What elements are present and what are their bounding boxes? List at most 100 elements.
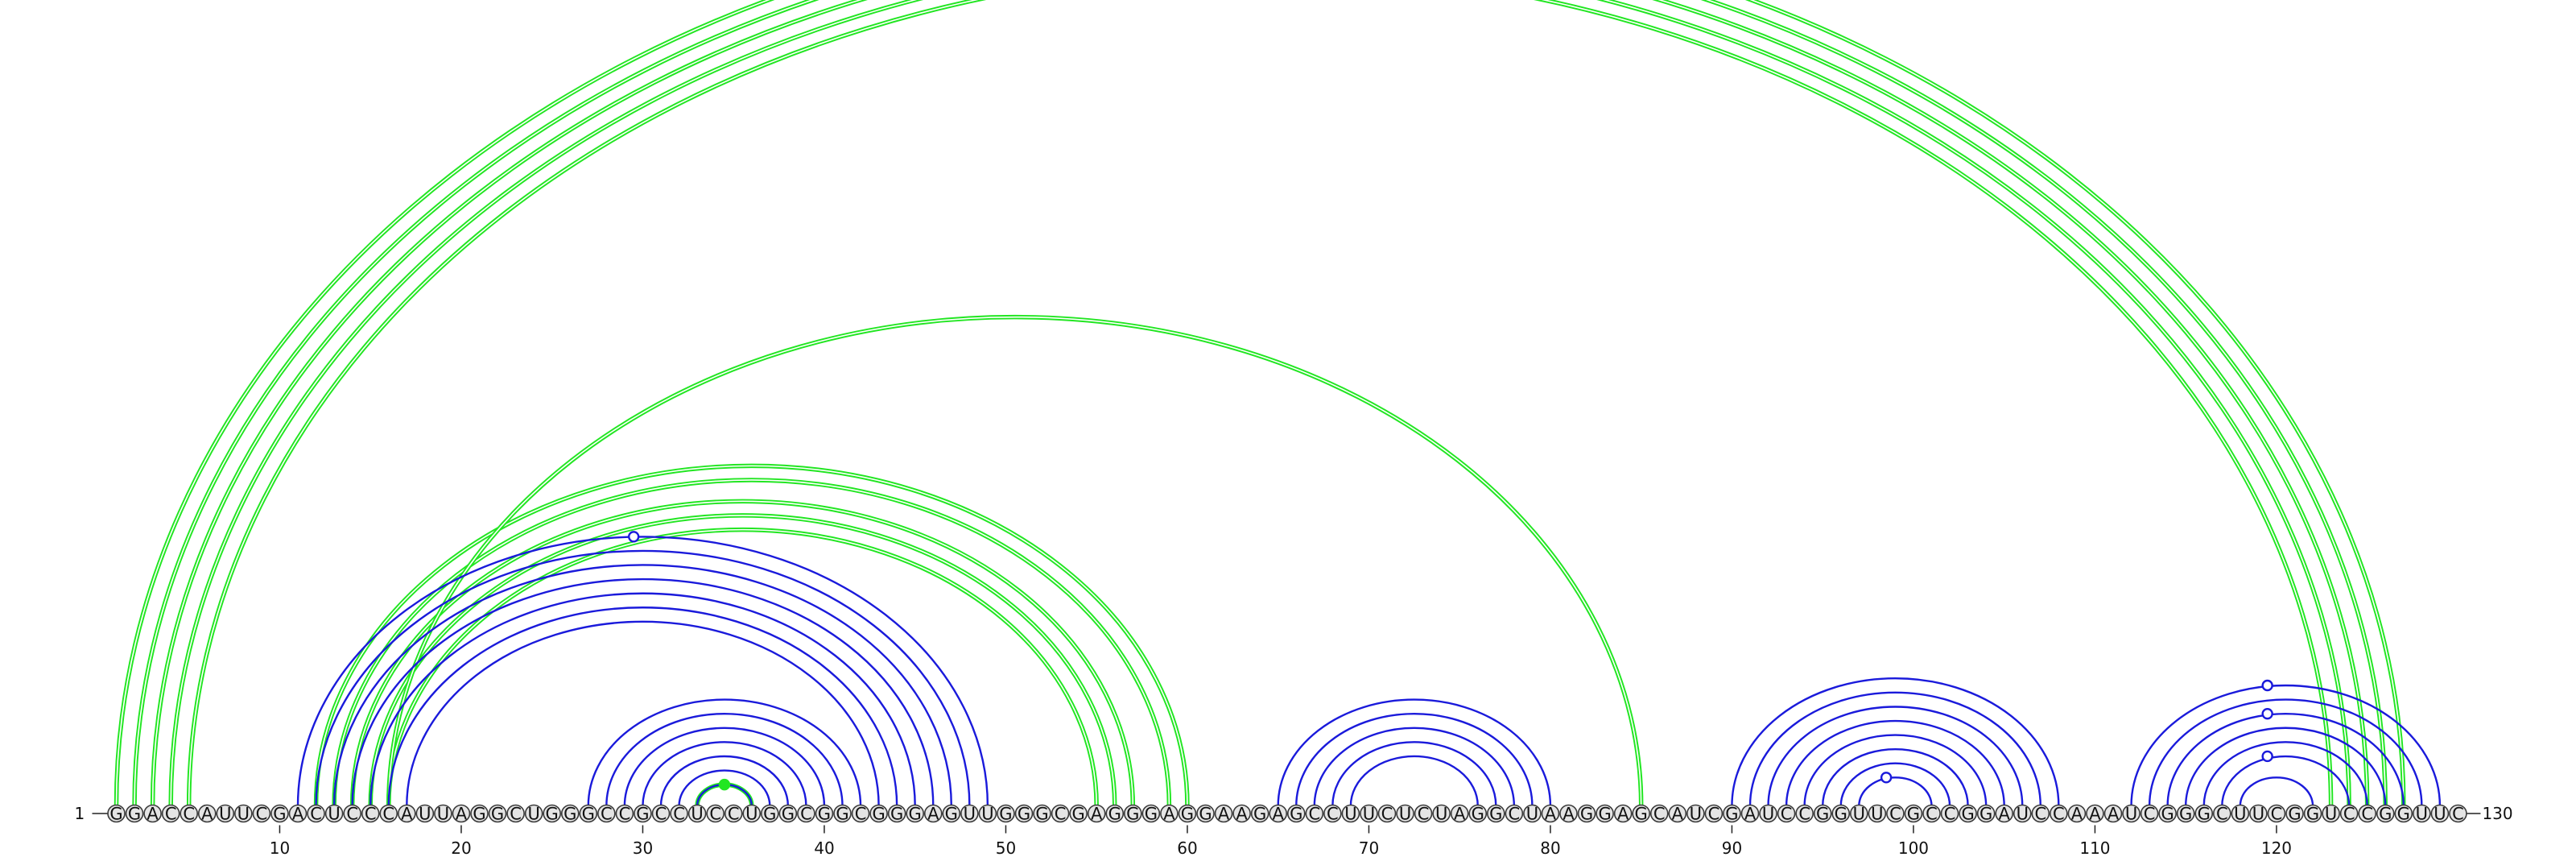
nucleotide-circle [579,804,598,823]
nucleotide: U [324,805,344,824]
nucleotide: C [670,805,688,824]
nucleotide: C [2358,805,2376,824]
nucleotide: G [1468,805,1488,824]
green-arc-outer [186,0,2334,806]
nucleotide-circle [634,804,652,823]
nucleotide-letter: G [1979,805,1992,824]
nucleotide-letter: A [1672,805,1684,824]
nucleotide-letter: C [1055,805,1067,824]
nucleotide-circle [2231,804,2250,823]
nucleotide-letter: C [709,805,721,824]
blue-arc [406,620,880,806]
blue-arc [2185,727,2387,806]
nucleotide-letter: C [1926,805,1938,824]
nucleotide-letter: U [527,805,539,824]
blue-arc [1767,706,2024,806]
nucleotide-letter: G [1126,805,1139,824]
tick-label: 40 [814,838,834,857]
position-ticks: 10 20 30 40 50 60 70 80 90 100 110 120 [270,825,2292,857]
nucleotide-letter: A [401,805,413,824]
nucleotide: U [216,805,235,824]
nucleotide: U [1432,805,1451,824]
nucleotide-circle [270,804,289,823]
nucleotide-letter: G [1725,805,1738,824]
nucleotide-letter: A [927,805,939,824]
nucleotide: A [288,805,308,824]
nucleotide-letter: G [491,805,504,824]
nucleotide: C [1777,805,1796,824]
nucleotide-circle [560,804,580,823]
arc-marker [2261,750,2273,763]
nucleotide-letter: C [619,805,631,824]
nucleotide-circle [1250,804,1269,823]
nucleotide-letter: G [818,805,831,824]
nucleotide: C [1323,805,1342,824]
nucleotide-letter: C [1889,805,1901,824]
arc-marker [718,778,731,791]
nucleotide-letter: A [201,805,213,824]
blue-arc [1349,755,1479,806]
nucleotide: U [234,805,253,824]
nucleotide-circle [2050,804,2068,823]
nucleotide: G [2158,805,2177,824]
nucleotide: A [1214,805,1233,824]
nucleotide: U [434,805,452,824]
nucleotide-circle [2339,804,2359,823]
blue-arc [315,549,971,806]
nucleotide: U [742,805,762,824]
nucleotide-letter: A [2107,805,2120,824]
blue-arc [369,592,916,806]
nucleotide-letter: A [1236,805,1248,824]
nucleotide: G [2285,805,2304,824]
nucleotide: U [1686,805,1705,824]
green-arc-outer [168,0,2351,806]
nucleotide-circle [2449,804,2467,823]
nucleotide-letter: U [1526,805,1538,824]
nucleotide: C [180,805,198,824]
nucleotide: C [361,805,380,824]
nucleotide: U [2249,805,2268,824]
nucleotide: G [1959,805,1977,824]
nucleotide-letter: G [2379,805,2392,824]
nucleotide: G [2176,805,2195,824]
nucleotide-circle [1813,804,1832,823]
nucleotide-circle [960,804,979,823]
nucleotide-circle [1795,804,1814,823]
nucleotide-letter: C [1308,805,1320,824]
nucleotide-letter: U [437,805,449,824]
blue-arc [1277,698,1552,806]
nucleotide-circle [1577,804,1596,823]
nucleotide-letter: G [2179,805,2192,824]
nucleotide: G [2194,805,2214,824]
nucleotide-circle [1922,804,1941,823]
nucleotide: G [2376,805,2395,824]
nucleotide-circle [1196,804,1215,823]
nucleotide-circle [2303,804,2322,823]
nucleotide: C [1305,805,1324,824]
nucleotide: U [1850,805,1868,824]
nucleotide-circle [687,804,707,823]
nucleotide-letter: C [1944,805,1956,824]
nucleotide-letter: C [855,805,867,824]
nucleotide-circle [1740,804,1760,823]
nucleotide-circle [415,804,435,823]
nucleotide-letter: G [1253,805,1266,824]
nucleotide-circle [1360,804,1378,823]
nucleotide-circle [452,804,471,823]
blue-arc [1313,727,1516,806]
nucleotide-circle [1069,804,1088,823]
blue-arc [2148,698,2423,806]
nucleotide-circle [379,804,398,823]
nucleotide-circle [1141,804,1161,823]
nucleotide-circle [2267,804,2286,823]
nucleotide: U [2013,805,2032,824]
nucleotide-letter: A [1163,805,1175,824]
nucleotide: G [1196,804,1215,824]
nucleotide: G [488,805,507,824]
nucleotide-letter: G [1199,805,1212,824]
nucleotide-letter: G [1489,805,1502,824]
blue-arc [387,607,898,806]
blue-arc [659,755,790,806]
nucleotide-letter: G [1290,805,1302,824]
nucleotide-letter: G [1472,805,1484,824]
